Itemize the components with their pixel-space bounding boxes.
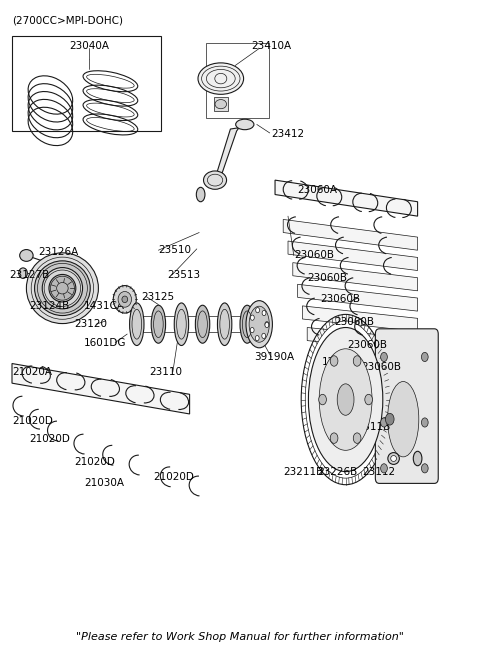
Text: 23513: 23513	[167, 270, 200, 280]
Text: 21020A: 21020A	[12, 367, 52, 377]
Ellipse shape	[204, 171, 227, 189]
Text: 23311B: 23311B	[350, 422, 391, 432]
Text: 1601DG: 1601DG	[84, 337, 127, 348]
Text: 39190A: 39190A	[254, 352, 295, 362]
Text: 21020D: 21020D	[29, 434, 70, 444]
Ellipse shape	[319, 348, 372, 451]
Polygon shape	[12, 364, 190, 414]
Text: 1431CA: 1431CA	[84, 301, 125, 311]
Ellipse shape	[388, 453, 399, 464]
Ellipse shape	[217, 303, 232, 346]
Circle shape	[250, 328, 254, 333]
Polygon shape	[275, 180, 418, 216]
Text: 23060B: 23060B	[348, 339, 387, 350]
Ellipse shape	[240, 305, 254, 343]
Bar	[206, 43, 269, 118]
Ellipse shape	[249, 307, 269, 342]
Ellipse shape	[35, 261, 90, 316]
Ellipse shape	[118, 291, 132, 307]
Ellipse shape	[26, 253, 98, 324]
Ellipse shape	[20, 250, 33, 261]
Text: 21020D: 21020D	[154, 472, 194, 482]
Ellipse shape	[196, 187, 205, 202]
Ellipse shape	[337, 384, 354, 415]
Circle shape	[319, 394, 326, 405]
Text: 23226B: 23226B	[317, 466, 357, 477]
Bar	[214, 97, 228, 111]
Circle shape	[265, 322, 269, 327]
Ellipse shape	[413, 451, 422, 466]
Circle shape	[353, 356, 361, 366]
Circle shape	[381, 418, 387, 427]
Ellipse shape	[130, 303, 144, 346]
Ellipse shape	[151, 305, 166, 343]
Circle shape	[421, 418, 428, 427]
Ellipse shape	[195, 305, 210, 343]
Ellipse shape	[42, 267, 83, 309]
Text: 21020D: 21020D	[74, 457, 115, 467]
Text: 21020D: 21020D	[12, 415, 53, 426]
Polygon shape	[298, 284, 418, 311]
Text: 23126A: 23126A	[38, 247, 79, 257]
Text: 23060B: 23060B	[307, 272, 347, 283]
Ellipse shape	[215, 100, 227, 109]
Text: 23060A: 23060A	[298, 185, 337, 195]
Circle shape	[365, 394, 372, 405]
Text: 23060B: 23060B	[321, 294, 360, 305]
Text: 23510: 23510	[158, 245, 192, 255]
Circle shape	[381, 352, 387, 362]
Text: (2700CC>MPI-DOHC): (2700CC>MPI-DOHC)	[12, 16, 123, 26]
Circle shape	[256, 307, 260, 312]
Text: 23120: 23120	[74, 319, 108, 329]
Polygon shape	[216, 128, 239, 177]
Ellipse shape	[305, 321, 386, 478]
Circle shape	[265, 322, 269, 328]
Text: 23412: 23412	[271, 129, 304, 140]
Ellipse shape	[19, 268, 27, 278]
Text: 1220FR: 1220FR	[322, 356, 361, 367]
Text: 23040A: 23040A	[69, 41, 109, 51]
Polygon shape	[302, 306, 418, 331]
Text: 23112: 23112	[362, 466, 396, 477]
Ellipse shape	[113, 286, 136, 313]
Ellipse shape	[236, 119, 254, 130]
Ellipse shape	[308, 328, 383, 472]
Text: 23125: 23125	[142, 291, 175, 302]
Circle shape	[353, 433, 361, 443]
Text: "Please refer to Work Shop Manual for further information": "Please refer to Work Shop Manual for fu…	[76, 631, 404, 642]
Text: 23060B: 23060B	[334, 317, 374, 328]
Circle shape	[385, 413, 394, 425]
Ellipse shape	[174, 303, 189, 346]
Polygon shape	[293, 263, 418, 291]
Circle shape	[330, 356, 338, 366]
Circle shape	[255, 335, 259, 341]
Ellipse shape	[387, 381, 419, 457]
Ellipse shape	[246, 301, 273, 348]
Ellipse shape	[391, 456, 396, 461]
Polygon shape	[288, 241, 418, 271]
Circle shape	[421, 464, 428, 473]
Circle shape	[262, 333, 265, 339]
Text: 23060B: 23060B	[361, 362, 401, 372]
Text: 23060B: 23060B	[294, 250, 334, 261]
Ellipse shape	[198, 63, 244, 94]
Text: 23410A: 23410A	[251, 41, 291, 51]
Bar	[12, 36, 161, 131]
Circle shape	[330, 433, 338, 443]
Ellipse shape	[122, 296, 128, 303]
Circle shape	[251, 315, 254, 320]
Circle shape	[421, 352, 428, 362]
Ellipse shape	[49, 274, 76, 302]
Text: 21030A: 21030A	[84, 477, 124, 488]
Text: 23127B: 23127B	[10, 270, 50, 280]
Polygon shape	[283, 219, 418, 250]
Circle shape	[262, 310, 266, 316]
Text: 23124B: 23124B	[29, 301, 69, 311]
FancyBboxPatch shape	[375, 329, 438, 483]
Text: 23211B: 23211B	[283, 466, 324, 477]
Circle shape	[381, 464, 387, 473]
Polygon shape	[307, 328, 418, 352]
Text: 23110: 23110	[149, 367, 182, 377]
